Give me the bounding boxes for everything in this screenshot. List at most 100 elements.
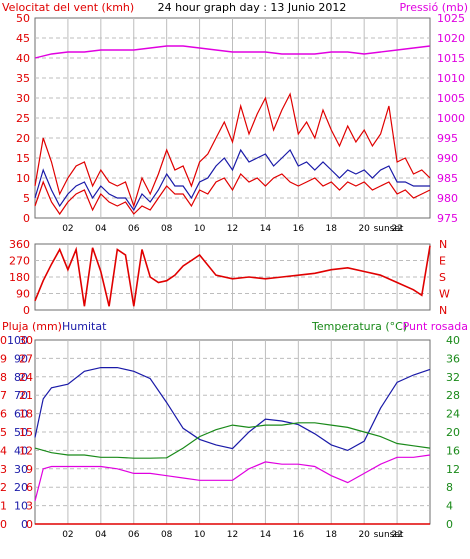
wind-tick-label: 0 — [23, 212, 30, 225]
humidity-tick-label: 80 — [14, 371, 28, 384]
temperature-left-tick-label: 18 — [19, 408, 33, 421]
x-tick-label: 20 — [358, 224, 370, 234]
humidity-tick-label: 70 — [14, 389, 28, 402]
temperature-left-tick-label: 0 — [26, 518, 33, 531]
gust-line — [34, 92, 431, 208]
rain-tick-label: 4 — [0, 444, 7, 457]
compass-label: S — [439, 271, 446, 284]
wind-tick-label: 40 — [16, 52, 30, 65]
x-tick-label: 04 — [95, 224, 107, 234]
direction-tick-label: 180 — [9, 271, 30, 284]
pressure-tick-label: 1020 — [437, 32, 465, 45]
rain-tick-label: 0 — [0, 518, 7, 531]
x-tick-label: 22 — [391, 224, 402, 234]
rain-tick-label: 3 — [0, 463, 7, 476]
direction-tick-label: 270 — [9, 255, 30, 268]
temperature-tick-label: 12 — [446, 463, 460, 476]
x-tick-label: 08 — [161, 224, 173, 234]
humidity-axis-title: Humitat — [62, 320, 107, 333]
temperature-left-tick-label: 27 — [19, 352, 33, 365]
rain-tick-label: 2 — [0, 481, 7, 494]
sunset-label: sunset — [374, 224, 404, 234]
wind-tick-label: 35 — [16, 72, 30, 85]
temperature-tick-label: 36 — [446, 352, 460, 365]
dewpoint-axis-title: Punt rosada — [403, 320, 468, 333]
temperature-left-tick-label: 9 — [26, 463, 33, 476]
wind-tick-label: 20 — [16, 132, 30, 145]
x-tick-label: 14 — [260, 530, 272, 540]
direction-tick-label: 90 — [16, 288, 30, 301]
wind-pressure-chart: 0510152025303540455097598098599099510001… — [16, 12, 465, 234]
humidity-tick-label: 20 — [14, 481, 28, 494]
direction-tick-label: 360 — [9, 238, 30, 251]
wind-axis-title: Velocitat del vent (kmh) — [2, 1, 134, 14]
wind_avg-line — [34, 148, 430, 212]
humidity-tick-label: 50 — [14, 426, 28, 439]
x-tick-label: 02 — [62, 530, 73, 540]
pressure-tick-label: 1010 — [437, 72, 465, 85]
rain-axis-title: Pluja (mm) — [2, 320, 62, 333]
temperature-left-tick-label: 15 — [19, 426, 33, 439]
x-tick-label: 18 — [326, 224, 338, 234]
rain-tick-label: 1 — [0, 500, 7, 513]
humidity-tick-label: 40 — [14, 444, 28, 457]
wind-tick-label: 15 — [16, 152, 30, 165]
x-tick-label: 12 — [227, 530, 238, 540]
temperature-tick-label: 16 — [446, 444, 460, 457]
temperature-left-tick-label: 21 — [19, 389, 33, 402]
humidity-tick-label: 30 — [14, 463, 28, 476]
x-tick-label: 08 — [161, 530, 173, 540]
temperature-left-tick-label: 24 — [19, 371, 33, 384]
compass-label: E — [439, 255, 446, 268]
compass-label: N — [439, 238, 447, 251]
x-tick-label: 02 — [62, 224, 73, 234]
wind-tick-label: 25 — [16, 112, 30, 125]
pressure-tick-label: 1005 — [437, 92, 465, 105]
rain-tick-label: 6 — [0, 408, 7, 421]
humidity-line — [34, 367, 431, 452]
pressure-tick-label: 980 — [437, 192, 458, 205]
temperature-tick-label: 8 — [446, 481, 453, 494]
x-tick-label: 12 — [227, 224, 238, 234]
temperature-tick-label: 0 — [446, 518, 453, 531]
temperature-left-tick-label: 30 — [19, 334, 33, 347]
rain-tick-label: 5 — [0, 426, 7, 439]
x-tick-label: 20 — [358, 530, 370, 540]
pressure-tick-label: 985 — [437, 172, 458, 185]
wind-tick-label: 30 — [16, 92, 30, 105]
x-tick-label: 22 — [391, 530, 402, 540]
temperature-tick-label: 4 — [446, 500, 453, 513]
x-tick-label: 16 — [293, 224, 305, 234]
wind-line — [34, 173, 431, 216]
temperature-tick-label: 24 — [446, 408, 460, 421]
compass-label: N — [439, 304, 447, 317]
wind-tick-label: 5 — [23, 192, 30, 205]
temperature-left-tick-label: 6 — [26, 481, 33, 494]
temperature-line — [34, 422, 431, 459]
direction-line — [34, 245, 431, 307]
pressure-tick-label: 995 — [437, 132, 458, 145]
humidity-tick-label: 60 — [14, 408, 28, 421]
rain-tick-label: 10 — [0, 334, 7, 347]
x-tick-label: 04 — [95, 530, 107, 540]
pressure-tick-label: 1000 — [437, 112, 465, 125]
compass-label: W — [439, 288, 450, 301]
dewpoint-line — [34, 454, 431, 502]
temperature-tick-label: 28 — [446, 389, 460, 402]
humidity-tick-label: 10 — [14, 500, 28, 513]
chart-title: 24 hour graph day : 13 Junio 2012 — [158, 1, 347, 14]
pressure-tick-label: 975 — [437, 212, 458, 225]
humidity-tick-label: 100 — [7, 334, 28, 347]
pressure-tick-label: 990 — [437, 152, 458, 165]
temperature-left-tick-label: 12 — [19, 444, 33, 457]
sunset-label: sunset — [374, 530, 404, 540]
pressure-line — [34, 45, 431, 59]
rain-tick-label: 7 — [0, 389, 7, 402]
temperature-tick-label: 32 — [446, 371, 460, 384]
pressure-tick-label: 1015 — [437, 52, 465, 65]
temperature-tick-label: 20 — [446, 426, 460, 439]
x-tick-label: 18 — [326, 530, 338, 540]
pressure-tick-label: 1025 — [437, 12, 465, 25]
humidity-tick-label: 90 — [14, 352, 28, 365]
